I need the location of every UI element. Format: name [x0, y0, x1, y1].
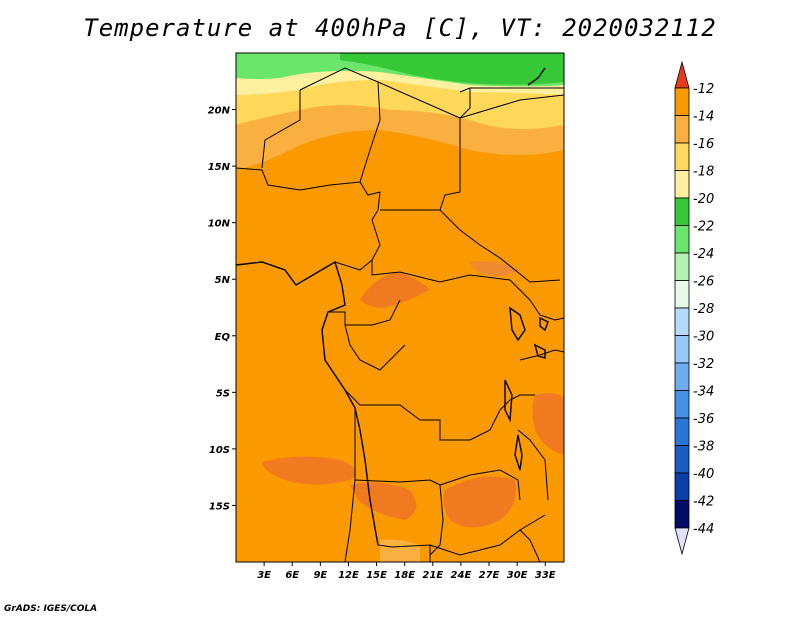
colorbar-box — [674, 115, 690, 144]
colorbar-box — [674, 170, 690, 199]
colorbar-box — [674, 307, 690, 336]
coastlines-lakes — [236, 67, 549, 546]
map-frame — [235, 52, 565, 563]
colorbar-level-label: -38 — [693, 440, 714, 455]
lat-tick-label: 10S — [209, 445, 230, 456]
colorbar-bottom-arrow — [674, 527, 690, 556]
colorbar-level-label: -16 — [693, 137, 714, 152]
colorbar-level-label: -36 — [693, 412, 714, 427]
lat-tick-label: 20N — [208, 106, 231, 117]
colorbar-box — [674, 280, 690, 309]
lon-tick-label: 18E — [394, 570, 415, 581]
colorbar-box — [674, 87, 690, 116]
colorbar-level-label: -34 — [693, 385, 714, 400]
colorbar-level-label: -30 — [693, 330, 714, 345]
colorbar-box — [674, 417, 690, 446]
colorbar-level-label: -12 — [693, 82, 714, 97]
lon-tick-label: 30E — [507, 570, 528, 581]
lon-tick-label: 9E — [313, 570, 327, 581]
country-borders — [236, 67, 564, 562]
lon-tick-label: 24E — [451, 570, 472, 581]
colorbar-box — [674, 197, 690, 226]
lat-tick-label: 15N — [208, 162, 231, 173]
colorbar-level-label: -26 — [693, 275, 714, 290]
colorbar-level-label: -32 — [693, 357, 714, 372]
colorbar-level-label: -24 — [693, 247, 714, 262]
lon-tick-label: 6E — [285, 570, 299, 581]
colorbar-level-label: -28 — [693, 302, 714, 317]
colorbar-box — [674, 335, 690, 364]
colorbar-box — [674, 472, 690, 501]
colorbar-level-label: -14 — [693, 110, 714, 125]
colorbar-box — [674, 252, 690, 281]
colorbar-box — [674, 362, 690, 391]
colorbar-level-label: -40 — [693, 467, 714, 482]
colorbar: -12 -14 -16 -18 -20 -22 -24 -26 -28 -30 -32 -34 -36 -… — [674, 60, 714, 556]
lon-tick-label: 33E — [535, 570, 556, 581]
colorbar-level-label: -22 — [693, 220, 714, 235]
lat-tick-label: 10N — [208, 219, 231, 230]
lon-tick-label: 21E — [422, 570, 443, 581]
colorbar-level-label: -42 — [693, 495, 714, 510]
credit-text: GrADS: IGES/COLA — [4, 604, 98, 614]
lon-tick-label: 15E — [366, 570, 387, 581]
lon-tick-label: 27E — [479, 570, 500, 581]
colorbar-top-arrow — [674, 60, 690, 89]
latitude-axis: 20N 15N 10N 5N EQ 5S 10S 15S — [208, 106, 236, 512]
colorbar-level-label: -18 — [693, 165, 714, 180]
colorbar-box — [674, 445, 690, 474]
lon-tick-label: 3E — [257, 570, 271, 581]
lat-tick-label: 5S — [216, 388, 230, 399]
colorbar-box — [674, 225, 690, 254]
colorbar-box — [674, 500, 690, 529]
lat-tick-label: 5N — [215, 275, 231, 286]
colorbar-box — [674, 142, 690, 171]
temperature-field — [236, 53, 564, 562]
lat-tick-label: 15S — [209, 501, 230, 512]
longitude-axis: 3E 6E 9E 12E 15E 18E 21E 24E 27E 30E 33E — [257, 562, 556, 581]
colorbar-level-label: -20 — [693, 192, 714, 207]
map-title: Temperature at 400hPa [C], VT: 202003211… — [83, 14, 717, 42]
colorbar-level-label: -44 — [693, 522, 714, 537]
lon-tick-label: 12E — [338, 570, 359, 581]
lat-tick-label: EQ — [215, 332, 231, 343]
colorbar-box — [674, 390, 690, 419]
